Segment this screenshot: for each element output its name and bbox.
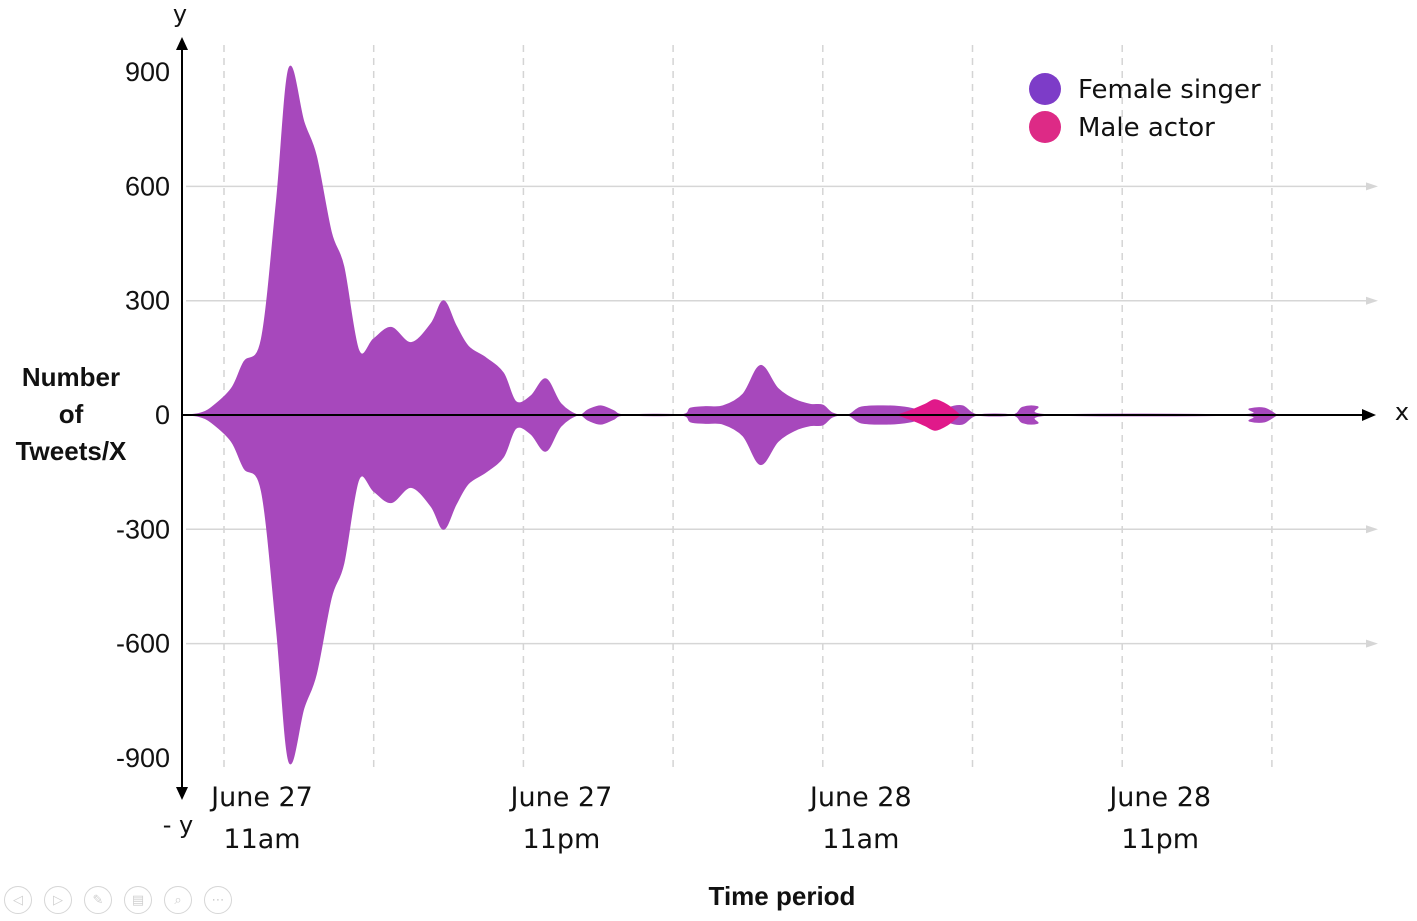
y-tick-label: 600	[125, 171, 170, 201]
x-category-label: June 28 11pm	[1107, 782, 1211, 855]
back-icon[interactable]: ◁	[4, 886, 32, 914]
y-axis-top-letter: y	[173, 0, 187, 28]
legend-label: Male actor	[1078, 113, 1215, 143]
y-axis-top-arrow	[176, 37, 188, 50]
y-axis-bottom-letter: - y	[163, 811, 194, 839]
legend-swatch	[1029, 111, 1061, 143]
horizontal-gridlines	[186, 182, 1378, 648]
y-tick-label: -600	[116, 629, 170, 659]
legend-label: Female singer	[1078, 75, 1261, 105]
y-tick-label: -300	[116, 514, 170, 544]
y-tick-label: 900	[125, 57, 170, 87]
h-gridline-arrow	[1366, 296, 1378, 305]
h-gridline-arrow	[1366, 182, 1378, 191]
legend-swatch	[1029, 73, 1061, 105]
x-axis-letter: x	[1395, 398, 1409, 426]
play-icon[interactable]: ▷	[44, 886, 72, 914]
x-category-label: June 28 11am	[808, 782, 912, 855]
zoom-icon[interactable]: ⌕	[164, 886, 192, 914]
h-gridline-arrow	[1366, 639, 1378, 648]
x-category-labels: June 27 11am June 27 11pm June 28 11am June 28…	[209, 782, 1211, 855]
x-category-label: June 27 11pm	[509, 782, 613, 855]
x-category-label: June 27 11am	[209, 782, 313, 855]
slides-icon[interactable]: ▤	[124, 886, 152, 914]
y-tick-label: 0	[155, 400, 170, 430]
x-axis-title: Time period	[709, 881, 856, 911]
h-gridline-arrow	[1366, 525, 1378, 534]
more-icon[interactable]: ⋯	[204, 886, 232, 914]
y-tick-label: 300	[125, 286, 170, 316]
legend: Female singer Male actor	[1029, 73, 1261, 143]
y-tick-labels: 900 600 300 0 -300 -600 -900	[116, 57, 170, 773]
pen-icon[interactable]: ✎	[84, 886, 112, 914]
y-tick-label: -900	[116, 743, 170, 773]
y-axis-bottom-arrow	[176, 787, 188, 800]
vertical-gridlines	[223, 45, 1273, 768]
x-axis-arrow	[1362, 409, 1376, 421]
y-axis-title: Number of Tweets/X	[16, 362, 127, 466]
